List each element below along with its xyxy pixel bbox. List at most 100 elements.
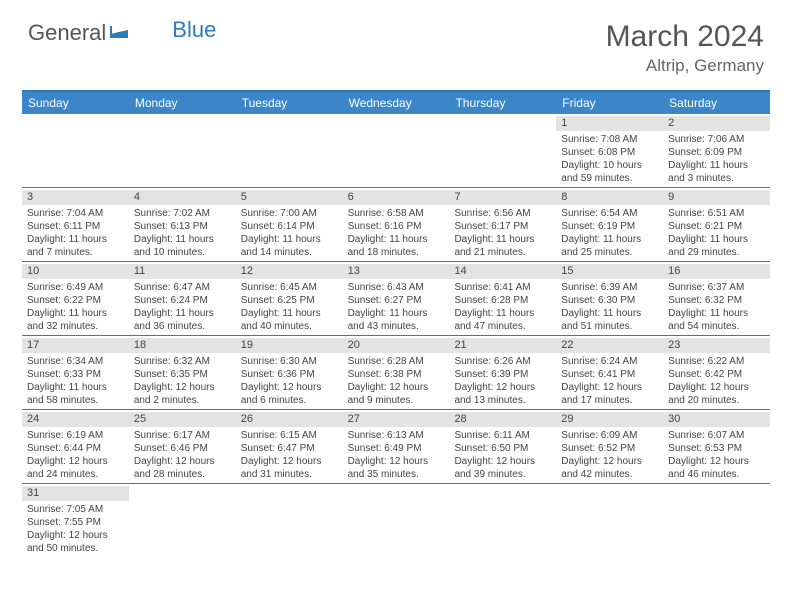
calendar-cell: 20Sunrise: 6:28 AMSunset: 6:38 PMDayligh… [343,336,450,409]
sunrise-text: Sunrise: 6:58 AM [348,207,445,220]
daylight1-text: Daylight: 11 hours [561,307,658,320]
sunset-text: Sunset: 6:22 PM [27,294,124,307]
location: Altrip, Germany [606,56,764,76]
calendar-cell: 12Sunrise: 6:45 AMSunset: 6:25 PMDayligh… [236,262,343,335]
day-number: 1 [561,116,567,130]
day-header-row: SundayMondayTuesdayWednesdayThursdayFrid… [22,92,770,114]
week-row: 1Sunrise: 7:08 AMSunset: 6:08 PMDaylight… [22,114,770,188]
week-row: 3Sunrise: 7:04 AMSunset: 6:11 PMDaylight… [22,188,770,262]
daylight1-text: Daylight: 11 hours [348,307,445,320]
daylight1-text: Daylight: 12 hours [561,455,658,468]
daylight2-text: and 6 minutes. [241,394,338,407]
calendar-cell: 21Sunrise: 6:26 AMSunset: 6:39 PMDayligh… [449,336,556,409]
day-number: 27 [348,412,360,426]
daylight1-text: Daylight: 12 hours [134,381,231,394]
daylight2-text: and 42 minutes. [561,468,658,481]
calendar-cell: 27Sunrise: 6:13 AMSunset: 6:49 PMDayligh… [343,410,450,483]
day-number-bar [236,116,343,131]
calendar-cell [343,484,450,557]
day-number: 15 [561,264,573,278]
sunrise-text: Sunrise: 7:00 AM [241,207,338,220]
day-number-bar [449,486,556,501]
week-row: 31Sunrise: 7:05 AMSunset: 7:55 PMDayligh… [22,484,770,557]
daylight1-text: Daylight: 12 hours [348,455,445,468]
sunset-text: Sunset: 6:08 PM [561,146,658,159]
calendar-cell: 9Sunrise: 6:51 AMSunset: 6:21 PMDaylight… [663,188,770,261]
sunrise-text: Sunrise: 6:22 AM [668,355,765,368]
daylight2-text: and 9 minutes. [348,394,445,407]
daylight2-text: and 17 minutes. [561,394,658,407]
sunset-text: Sunset: 6:14 PM [241,220,338,233]
calendar-cell [22,114,129,187]
calendar-cell: 30Sunrise: 6:07 AMSunset: 6:53 PMDayligh… [663,410,770,483]
day-header: Thursday [449,92,556,114]
sunset-text: Sunset: 7:55 PM [27,516,124,529]
flag-icon [110,20,130,46]
calendar-cell: 31Sunrise: 7:05 AMSunset: 7:55 PMDayligh… [22,484,129,557]
daylight2-text: and 59 minutes. [561,172,658,185]
daylight2-text: and 20 minutes. [668,394,765,407]
sunset-text: Sunset: 6:50 PM [454,442,551,455]
daylight2-text: and 36 minutes. [134,320,231,333]
day-number-bar [556,486,663,501]
day-number-bar: 14 [449,264,556,279]
day-number-bar: 11 [129,264,236,279]
day-number: 14 [454,264,466,278]
daylight1-text: Daylight: 11 hours [241,233,338,246]
sunset-text: Sunset: 6:38 PM [348,368,445,381]
sunrise-text: Sunrise: 6:30 AM [241,355,338,368]
day-number: 24 [27,412,39,426]
day-number: 6 [348,190,354,204]
calendar-cell [129,484,236,557]
calendar-cell: 29Sunrise: 6:09 AMSunset: 6:52 PMDayligh… [556,410,663,483]
daylight1-text: Daylight: 12 hours [668,455,765,468]
day-number: 30 [668,412,680,426]
day-header: Wednesday [343,92,450,114]
calendar-cell: 10Sunrise: 6:49 AMSunset: 6:22 PMDayligh… [22,262,129,335]
calendar-cell: 19Sunrise: 6:30 AMSunset: 6:36 PMDayligh… [236,336,343,409]
daylight1-text: Daylight: 12 hours [561,381,658,394]
daylight1-text: Daylight: 11 hours [561,233,658,246]
daylight2-text: and 35 minutes. [348,468,445,481]
day-number-bar: 27 [343,412,450,427]
sunset-text: Sunset: 6:21 PM [668,220,765,233]
sunset-text: Sunset: 6:47 PM [241,442,338,455]
day-number: 10 [27,264,39,278]
daylight2-text: and 32 minutes. [27,320,124,333]
calendar-cell: 2Sunrise: 7:06 AMSunset: 6:09 PMDaylight… [663,114,770,187]
day-number: 19 [241,338,253,352]
daylight2-text: and 29 minutes. [668,246,765,259]
daylight2-text: and 51 minutes. [561,320,658,333]
calendar-cell [663,484,770,557]
day-number: 5 [241,190,247,204]
logo-text-blue: Blue [172,17,216,43]
day-number-bar: 30 [663,412,770,427]
day-number: 31 [27,486,39,500]
day-number-bar [449,116,556,131]
daylight2-text: and 28 minutes. [134,468,231,481]
daylight2-text: and 10 minutes. [134,246,231,259]
day-number-bar: 23 [663,338,770,353]
sunset-text: Sunset: 6:11 PM [27,220,124,233]
calendar-cell [343,114,450,187]
daylight1-text: Daylight: 11 hours [27,233,124,246]
daylight2-text: and 54 minutes. [668,320,765,333]
sunrise-text: Sunrise: 6:47 AM [134,281,231,294]
daylight2-text: and 14 minutes. [241,246,338,259]
daylight1-text: Daylight: 11 hours [454,233,551,246]
sunset-text: Sunset: 6:39 PM [454,368,551,381]
day-number: 28 [454,412,466,426]
day-number: 21 [454,338,466,352]
calendar-cell: 4Sunrise: 7:02 AMSunset: 6:13 PMDaylight… [129,188,236,261]
day-number-bar: 24 [22,412,129,427]
sunrise-text: Sunrise: 6:39 AM [561,281,658,294]
sunset-text: Sunset: 6:09 PM [668,146,765,159]
calendar-cell: 13Sunrise: 6:43 AMSunset: 6:27 PMDayligh… [343,262,450,335]
day-number-bar [129,116,236,131]
daylight1-text: Daylight: 12 hours [27,529,124,542]
daylight1-text: Daylight: 10 hours [561,159,658,172]
day-header: Saturday [663,92,770,114]
sunrise-text: Sunrise: 6:41 AM [454,281,551,294]
day-number-bar: 9 [663,190,770,205]
sunset-text: Sunset: 6:27 PM [348,294,445,307]
